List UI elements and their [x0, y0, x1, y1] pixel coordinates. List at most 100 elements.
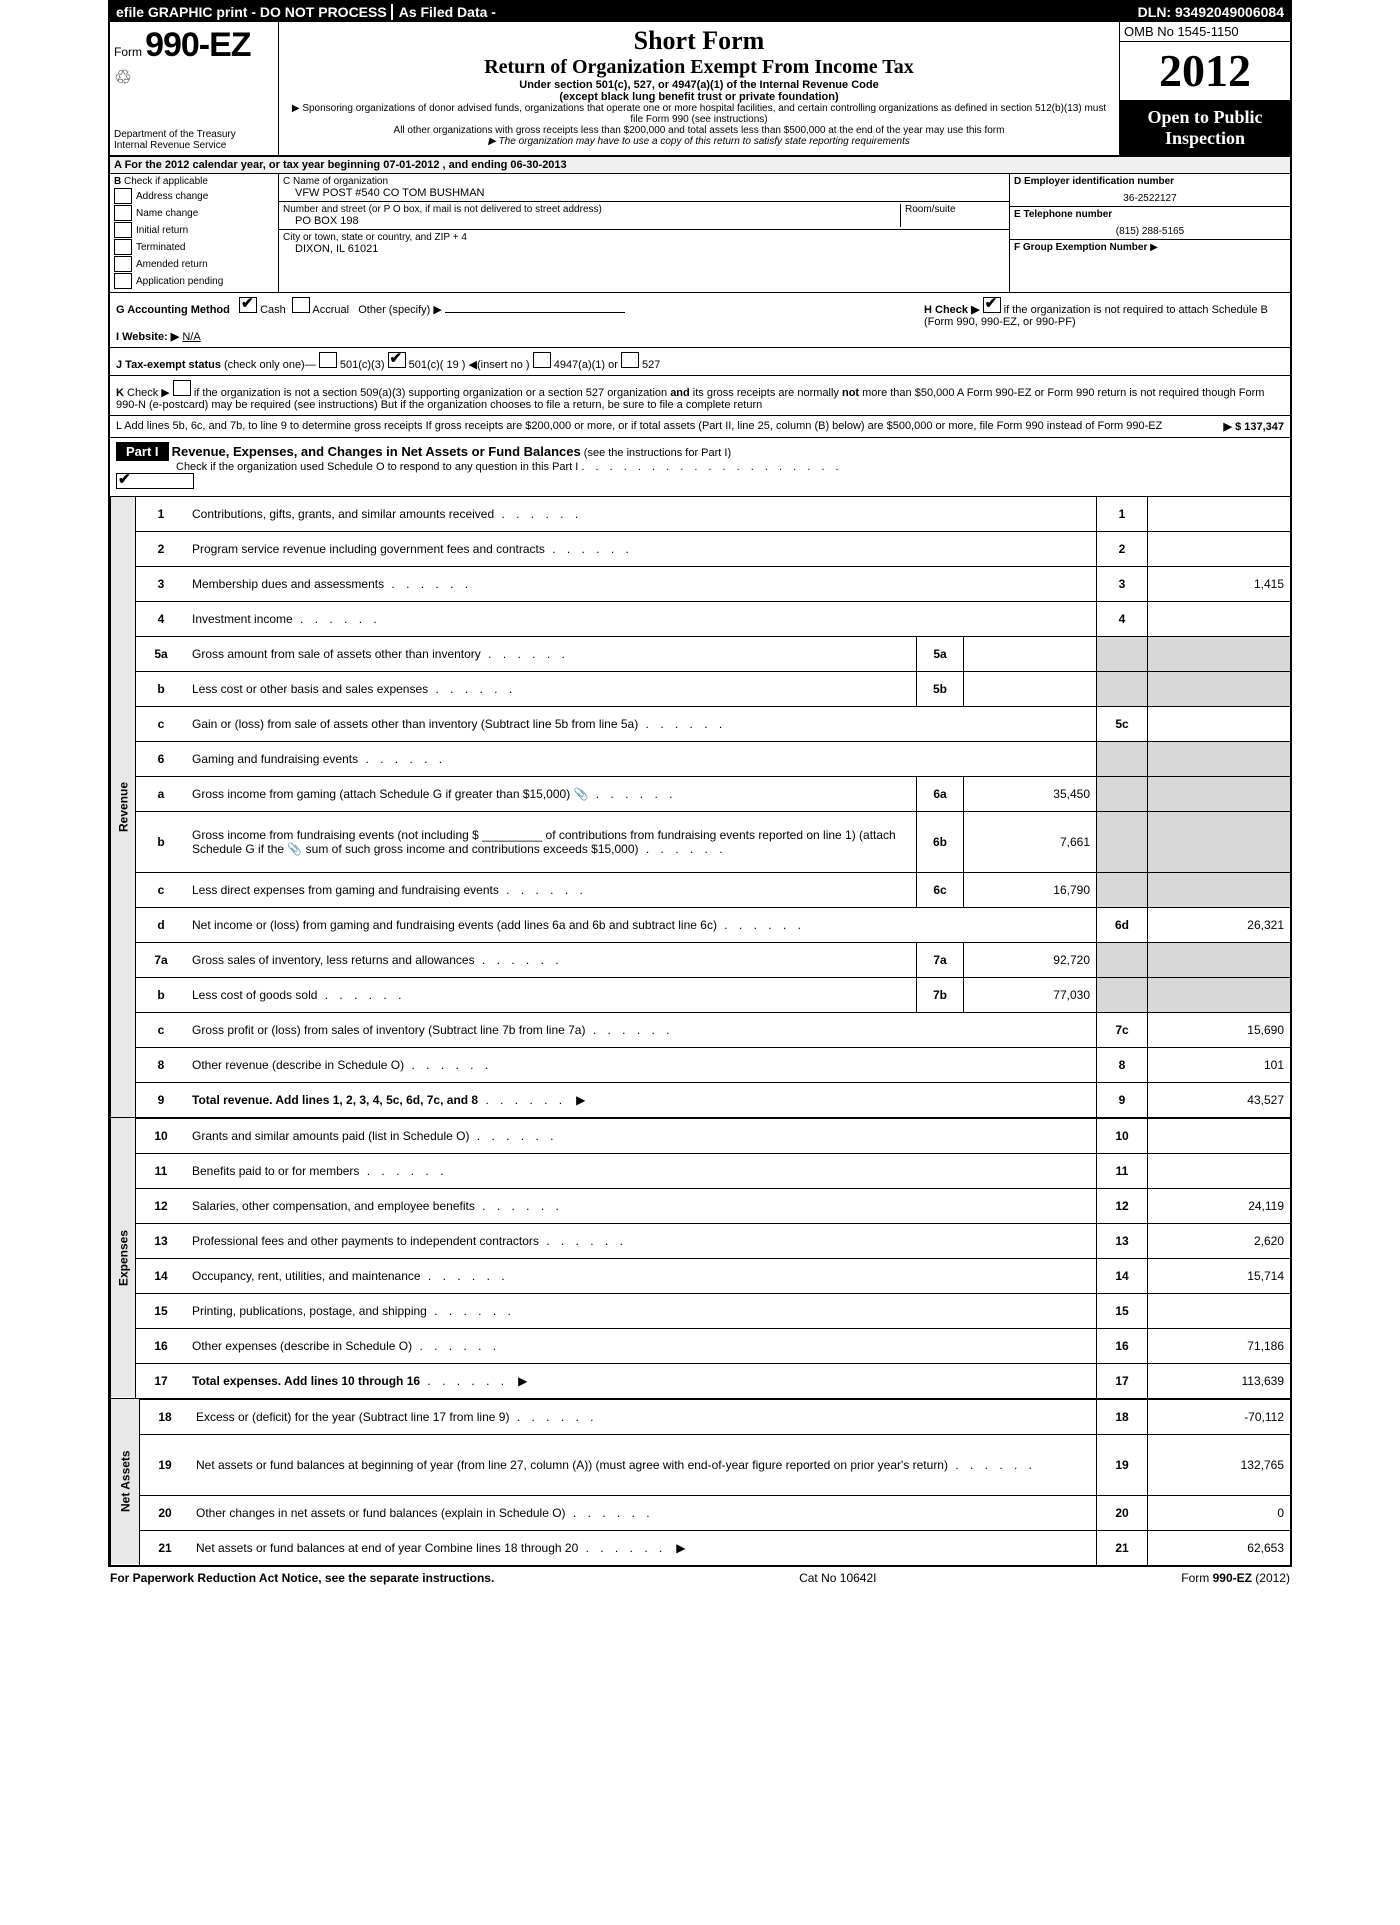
- checkbox-501c[interactable]: [388, 352, 406, 368]
- c-street-label: Number and street (or P O box, if mail i…: [283, 204, 900, 215]
- line-description: Gain or (loss) from sale of assets other…: [186, 707, 1097, 742]
- col-b-check-if: Check if applicable: [124, 176, 208, 187]
- right-val-shaded: [1148, 672, 1291, 707]
- table-row: 7aGross sales of inventory, less returns…: [111, 943, 1291, 978]
- asfiled-label: As Filed Data -: [391, 4, 496, 20]
- right-line-number: 17: [1097, 1364, 1148, 1399]
- checkbox-schedule-o[interactable]: [116, 473, 194, 489]
- table-row: cLess direct expenses from gaming and fu…: [111, 873, 1291, 908]
- checkbox-initial-return[interactable]: [114, 222, 132, 238]
- line-description: Program service revenue including govern…: [186, 532, 1097, 567]
- omb-number: OMB No 1545-1150: [1120, 22, 1290, 42]
- checkbox-terminated[interactable]: [114, 239, 132, 255]
- checkbox-application-pending[interactable]: [114, 273, 132, 289]
- checkbox-cash[interactable]: [239, 297, 257, 313]
- bc-row: B Check if applicable Address change Nam…: [110, 174, 1290, 293]
- table-row: 11Benefits paid to or for members . . . …: [111, 1154, 1291, 1189]
- line-description: Less cost or other basis and sales expen…: [186, 672, 917, 707]
- part-1-instr: (see the instructions for Part I): [584, 447, 731, 459]
- other-orgs-line: All other organizations with gross recei…: [287, 125, 1111, 136]
- line-description: Salaries, other compensation, and employ…: [186, 1189, 1097, 1224]
- line-description: Gross sales of inventory, less returns a…: [186, 943, 917, 978]
- table-row: 16Other expenses (describe in Schedule O…: [111, 1329, 1291, 1364]
- table-row: 21Net assets or fund balances at end of …: [111, 1531, 1291, 1566]
- c-name-value: VFW POST #540 CO TOM BUSHMAN: [283, 187, 1005, 199]
- right-line-value: 15,714: [1148, 1259, 1291, 1294]
- line-description: Net assets or fund balances at beginning…: [190, 1435, 1097, 1496]
- checkbox-accrual[interactable]: [292, 297, 310, 313]
- line-description: Occupancy, rent, utilities, and maintena…: [186, 1259, 1097, 1294]
- part-1-check: Check if the organization used Schedule …: [116, 461, 578, 473]
- checkbox-501c3[interactable]: [319, 352, 337, 368]
- item-amended-return: Amended return: [136, 259, 208, 270]
- recycle-icon: ♲: [114, 65, 274, 90]
- right-line-value: [1148, 1154, 1291, 1189]
- item-initial-return: Initial return: [136, 225, 188, 236]
- right-line-number: 3: [1097, 567, 1148, 602]
- j-o4: 527: [642, 359, 660, 371]
- right-line-number: 9: [1097, 1083, 1148, 1118]
- right-line-value: 101: [1148, 1048, 1291, 1083]
- c-room-label: Room/suite: [905, 204, 1005, 215]
- sub-line-value: [964, 637, 1097, 672]
- checkbox-h[interactable]: [983, 297, 1001, 313]
- open-to-public: Open to Public Inspection: [1120, 101, 1290, 155]
- dots: . . . . . .: [509, 1410, 597, 1424]
- line-number: c: [136, 707, 187, 742]
- dots: . . . . . .: [475, 1199, 563, 1213]
- table-row: 20Other changes in net assets or fund ba…: [111, 1496, 1291, 1531]
- right-line-number: 21: [1097, 1531, 1148, 1566]
- table-row: 2Program service revenue including gover…: [111, 532, 1291, 567]
- right-line-number: 19: [1097, 1435, 1148, 1496]
- right-line-number: 15: [1097, 1294, 1148, 1329]
- checkbox-address-change[interactable]: [114, 188, 132, 204]
- netassets-table: Net Assets18Excess or (deficit) for the …: [110, 1398, 1290, 1565]
- section-a-begin: 07-01-2012: [383, 159, 439, 171]
- section-a: A For the 2012 calendar year, or tax yea…: [110, 157, 1290, 174]
- side-label: Expenses: [111, 1118, 136, 1398]
- line-description: Less direct expenses from gaming and fun…: [186, 873, 917, 908]
- part-1-label: Part I: [116, 442, 169, 461]
- g-label: G Accounting Method: [116, 304, 230, 316]
- side-label: Revenue: [111, 497, 136, 1117]
- checkbox-4947[interactable]: [533, 352, 551, 368]
- dln-label: DLN: 93492049006084: [1138, 4, 1284, 20]
- line-number: 18: [140, 1399, 191, 1435]
- table-row: 12Salaries, other compensation, and empl…: [111, 1189, 1291, 1224]
- line-number: d: [136, 908, 187, 943]
- d-label: D Employer identification number: [1014, 176, 1286, 187]
- line-number: b: [136, 672, 187, 707]
- sub-line-number: 6c: [917, 873, 964, 908]
- dots: . . . . . .: [428, 682, 516, 696]
- table-row: 14Occupancy, rent, utilities, and mainte…: [111, 1259, 1291, 1294]
- right-line-number: 14: [1097, 1259, 1148, 1294]
- right-num-shaded: [1097, 777, 1148, 812]
- table-row: Net Assets18Excess or (deficit) for the …: [111, 1399, 1291, 1435]
- right-line-value: [1148, 1294, 1291, 1329]
- j-o1: 501(c)(3): [340, 359, 385, 371]
- line-number: 13: [136, 1224, 187, 1259]
- checkbox-name-change[interactable]: [114, 205, 132, 221]
- right-val-shaded: [1148, 978, 1291, 1013]
- form-990ez-container: efile GRAPHIC print - DO NOT PROCESS As …: [108, 0, 1292, 1567]
- table-row: 19Net assets or fund balances at beginni…: [111, 1435, 1291, 1496]
- header-row: Form 990-EZ ♲ Department of the Treasury…: [110, 22, 1290, 157]
- row-l: L Add lines 5b, 6c, and 7b, to line 9 to…: [110, 416, 1290, 438]
- line-description: Other expenses (describe in Schedule O) …: [186, 1329, 1097, 1364]
- table-row: 6Gaming and fundraising events . . . . .…: [111, 742, 1291, 777]
- checkbox-k[interactable]: [173, 380, 191, 396]
- footer-row: For Paperwork Reduction Act Notice, see …: [104, 1567, 1296, 1589]
- line-description: Contributions, gifts, grants, and simila…: [186, 497, 1097, 532]
- dots: . . . . . .: [539, 1234, 627, 1248]
- dept-irs: Internal Revenue Service: [114, 140, 274, 151]
- line-description: Professional fees and other payments to …: [186, 1224, 1097, 1259]
- right-line-number: 18: [1097, 1399, 1148, 1435]
- right-line-value: [1148, 602, 1291, 637]
- part-1-header: Part I Revenue, Expenses, and Changes in…: [110, 438, 1290, 497]
- right-line-number: 20: [1097, 1496, 1148, 1531]
- table-row: cGain or (loss) from sale of assets othe…: [111, 707, 1291, 742]
- row-k: K Check ▶ if the organization is not a s…: [110, 376, 1290, 416]
- checkbox-amended-return[interactable]: [114, 256, 132, 272]
- checkbox-527[interactable]: [621, 352, 639, 368]
- right-line-number: 6d: [1097, 908, 1148, 943]
